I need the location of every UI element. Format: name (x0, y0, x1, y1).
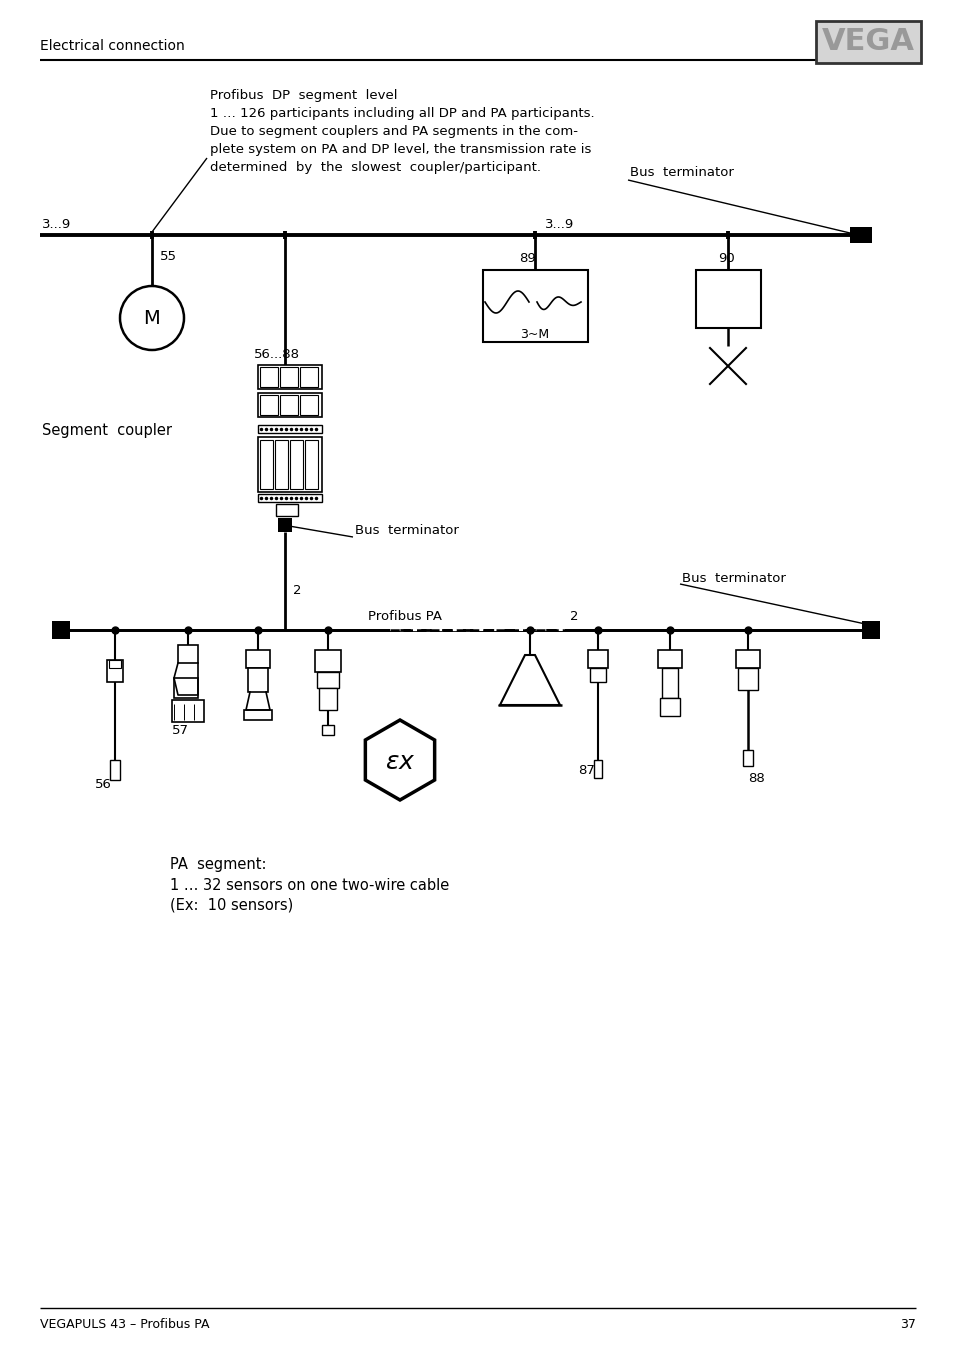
Bar (661, 668, 678, 698)
Text: 3...9: 3...9 (42, 219, 71, 231)
Bar (290, 439, 303, 489)
Text: 87: 87 (578, 764, 595, 776)
Bar (246, 650, 270, 668)
Bar (110, 760, 120, 780)
Text: Bus  terminator: Bus terminator (629, 166, 733, 180)
Bar (257, 437, 322, 492)
Text: VEGAPULS 43 – Profibus PA: VEGAPULS 43 – Profibus PA (40, 1318, 210, 1332)
Text: Bus  terminator: Bus terminator (681, 572, 785, 584)
Text: Profibus  DP  segment  level: Profibus DP segment level (210, 88, 397, 101)
Text: Due to segment couplers and PA segments in the com-: Due to segment couplers and PA segments … (210, 124, 578, 138)
Bar (257, 493, 322, 502)
Text: 89: 89 (518, 251, 536, 265)
Bar (658, 650, 681, 668)
Bar (277, 518, 292, 531)
Bar (260, 366, 277, 387)
Text: Segment  coupler: Segment coupler (42, 422, 172, 438)
Bar (589, 668, 605, 681)
Bar (594, 760, 601, 777)
Text: 3~M: 3~M (520, 327, 549, 341)
Bar (257, 393, 322, 416)
Bar (244, 710, 272, 721)
Bar (178, 645, 198, 662)
Text: Electrical connection: Electrical connection (40, 39, 185, 53)
Circle shape (120, 287, 184, 350)
Text: PA  segment:: PA segment: (170, 857, 266, 872)
Text: VEGA: VEGA (821, 27, 914, 57)
Text: Bus  terminator: Bus terminator (355, 523, 458, 537)
Bar (738, 668, 758, 690)
Text: 90: 90 (718, 251, 734, 265)
Bar (248, 668, 268, 692)
Bar (280, 366, 297, 387)
Bar (742, 750, 752, 767)
Text: plete system on PA and DP level, the transmission rate is: plete system on PA and DP level, the tra… (210, 142, 591, 155)
Polygon shape (499, 654, 559, 704)
Text: 1 … 126 participants including all DP and PA participants.: 1 … 126 participants including all DP an… (210, 107, 594, 119)
Text: Profibus PA: Profibus PA (368, 610, 441, 622)
Text: determined  by  the  slowest  coupler/participant.: determined by the slowest coupler/partic… (210, 161, 540, 173)
Bar (849, 227, 871, 243)
Bar (696, 270, 760, 329)
Polygon shape (365, 721, 435, 800)
Bar (735, 650, 760, 668)
Bar (109, 660, 121, 668)
Text: (Ex:  10 sensors): (Ex: 10 sensors) (170, 898, 293, 913)
Bar (274, 439, 288, 489)
Text: 57: 57 (172, 723, 189, 737)
Text: 37: 37 (900, 1318, 915, 1332)
Text: 56...88: 56...88 (253, 349, 299, 361)
Bar (52, 621, 70, 639)
Bar (173, 677, 198, 698)
Bar (280, 395, 297, 415)
Bar (862, 621, 879, 639)
Bar (257, 365, 322, 389)
Bar (172, 700, 204, 722)
Bar (587, 650, 607, 668)
Text: 55: 55 (160, 250, 177, 262)
Bar (299, 366, 317, 387)
Text: 2: 2 (293, 584, 301, 596)
Text: 1 … 32 sensors on one two-wire cable: 1 … 32 sensors on one two-wire cable (170, 877, 449, 892)
Text: $\epsilon$x: $\epsilon$x (384, 750, 415, 773)
Bar (314, 650, 340, 672)
Bar (318, 688, 336, 710)
Text: 2: 2 (569, 610, 578, 622)
Text: 88: 88 (747, 772, 764, 784)
Text: M: M (144, 308, 160, 327)
Bar (659, 698, 679, 717)
Bar (299, 395, 317, 415)
Bar (257, 425, 322, 433)
Bar (275, 504, 297, 516)
Text: 56: 56 (95, 779, 112, 791)
Bar (322, 725, 334, 735)
Bar (260, 439, 273, 489)
Bar (316, 672, 338, 688)
Text: 3...9: 3...9 (544, 219, 574, 231)
Bar (482, 270, 587, 342)
Bar (260, 395, 277, 415)
Bar (107, 660, 123, 681)
Bar (305, 439, 317, 489)
